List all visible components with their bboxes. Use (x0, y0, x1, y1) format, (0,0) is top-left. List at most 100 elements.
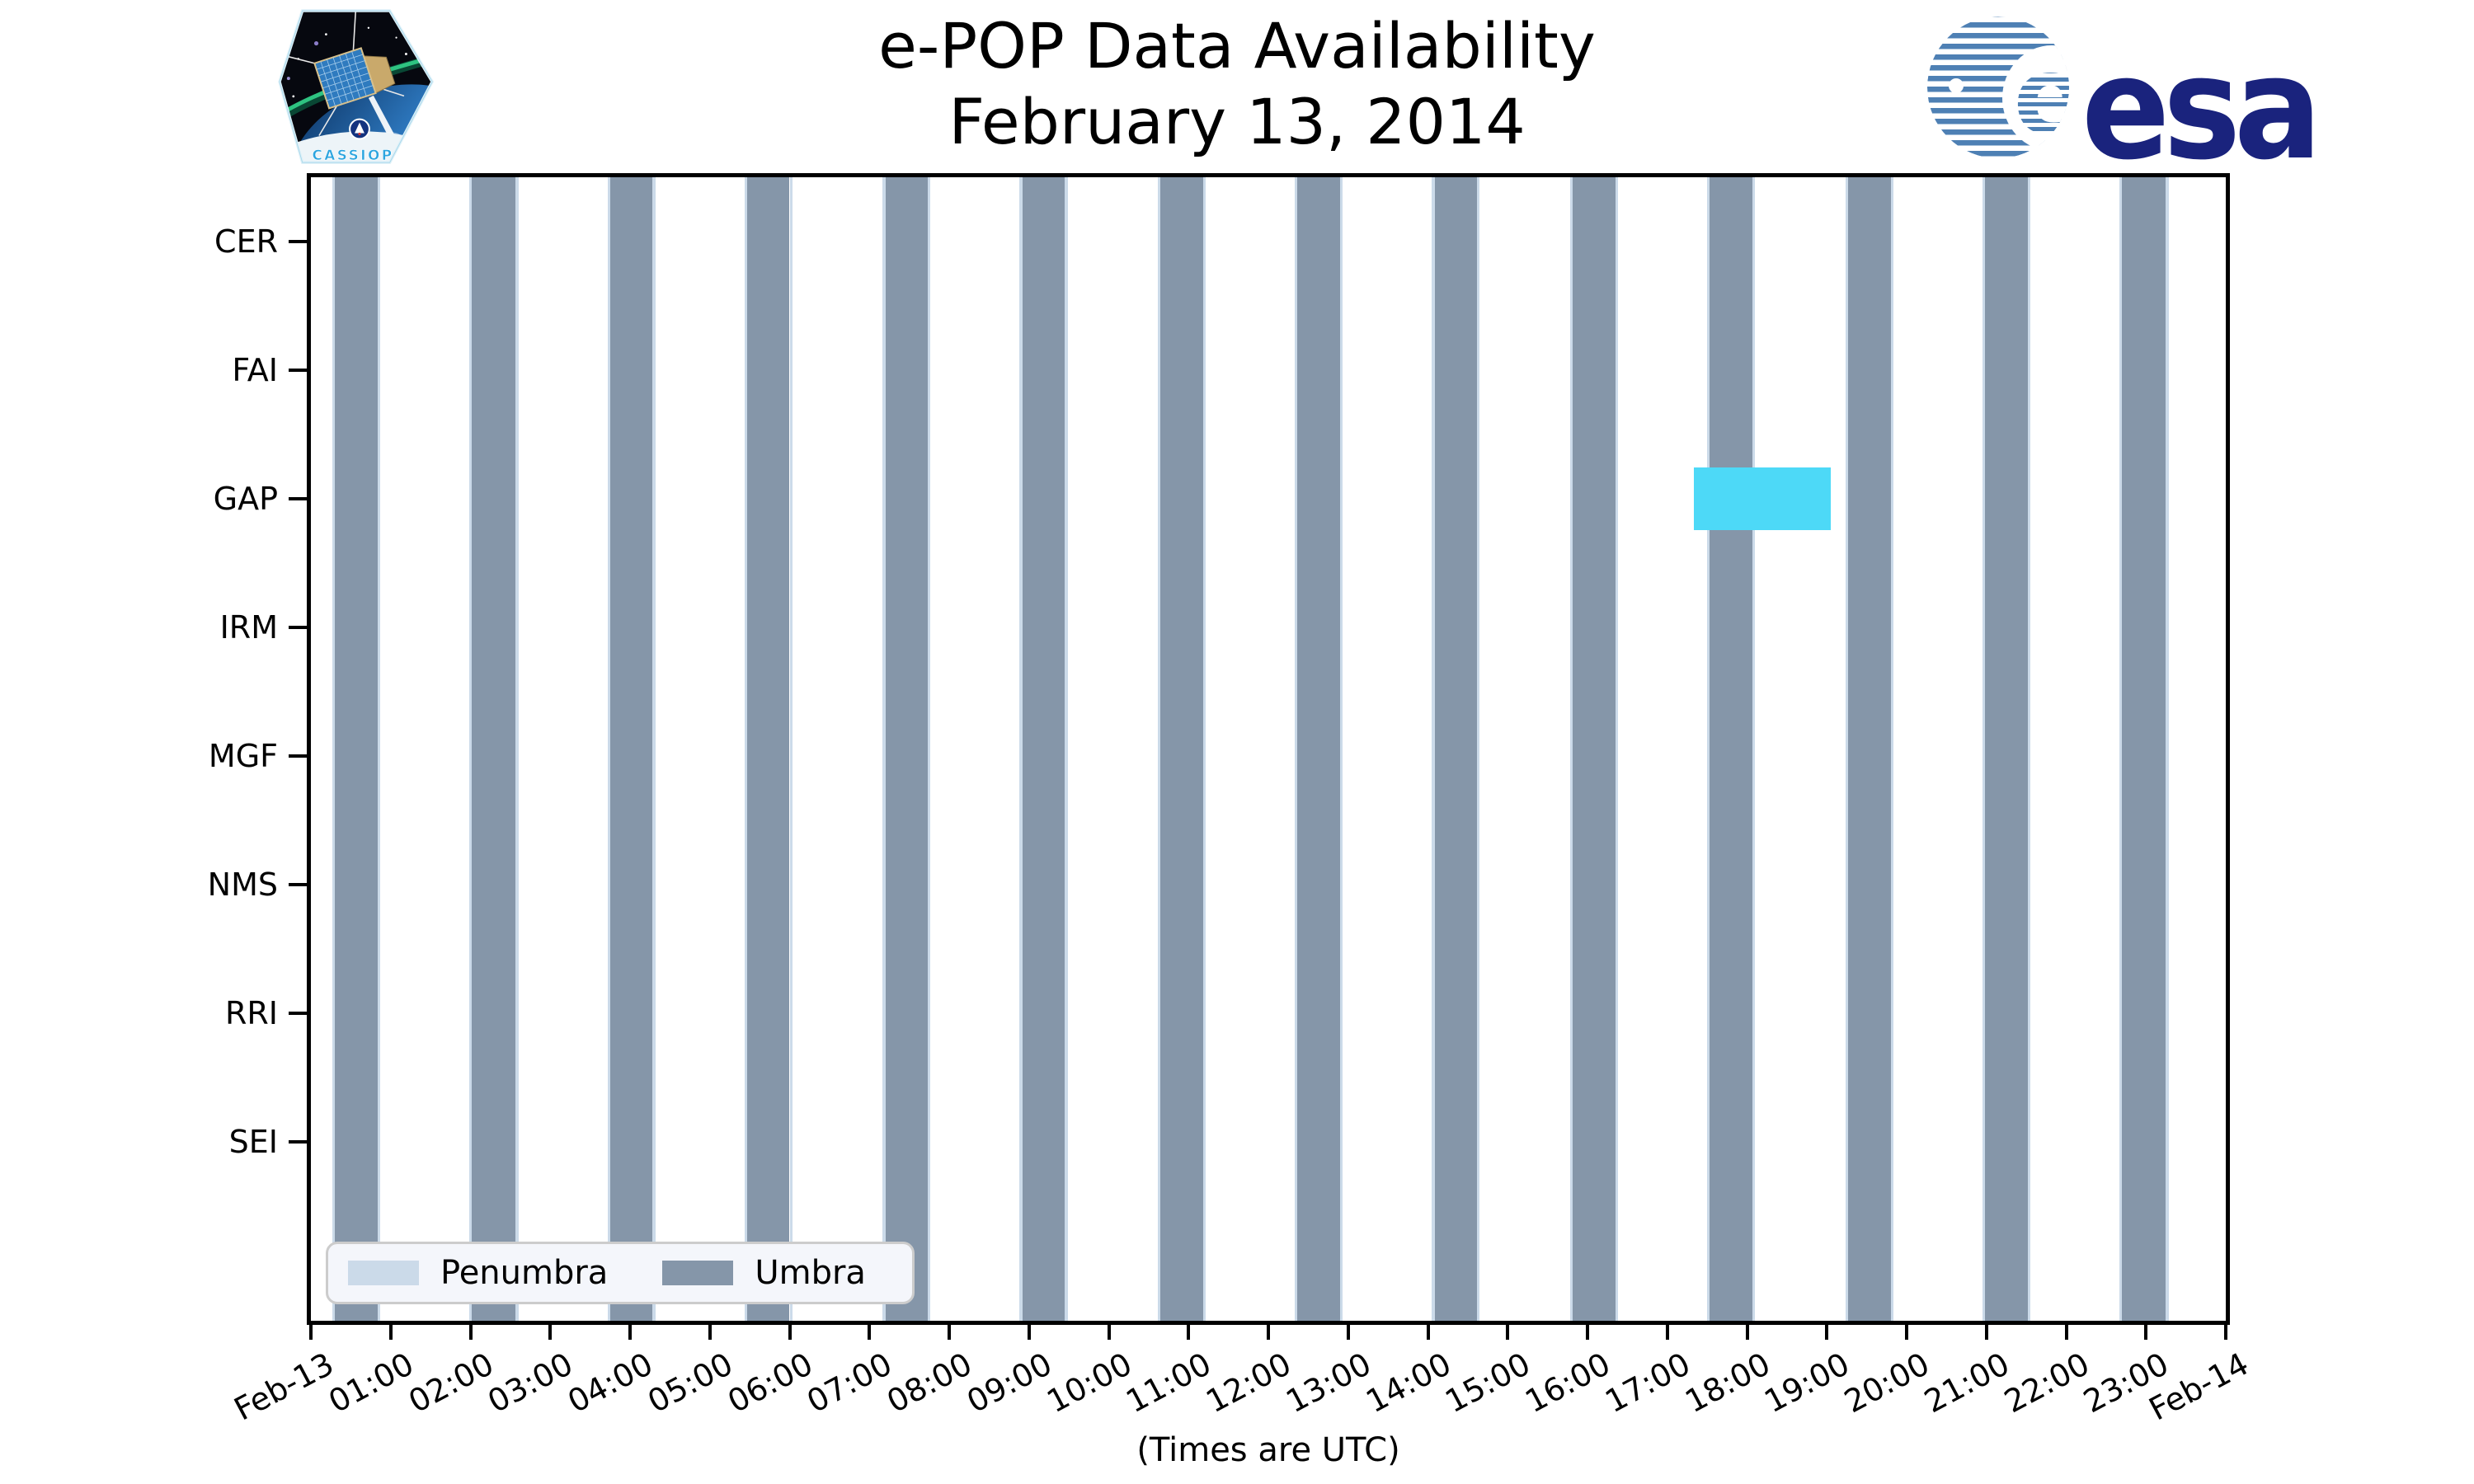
umbra-bar (1160, 177, 1203, 1321)
y-tick (289, 1140, 307, 1144)
esa-globe-icon: e (1927, 16, 2072, 160)
patch-agency-roundel (349, 118, 370, 140)
x-tick (1027, 1325, 1031, 1340)
y-tick (289, 883, 307, 886)
x-tick (1346, 1325, 1350, 1340)
plot-area: CER FAI GAP IRM MGF NMS RRI SEI Feb-13 01:00 02:00… (208, 173, 2255, 1428)
x-tick (388, 1325, 393, 1340)
y-tick (289, 369, 307, 372)
x-tick (1905, 1325, 1908, 1340)
legend-swatch-umbra (662, 1261, 734, 1285)
legend: Penumbra Umbra (326, 1242, 915, 1304)
legend-item-penumbra: Penumbra (348, 1254, 608, 1292)
y-tick-label-irm: IRM (219, 609, 278, 646)
umbra-bar (1573, 177, 1616, 1321)
legend-label-penumbra: Penumbra (440, 1254, 609, 1292)
legend-label-umbra: Umbra (755, 1254, 866, 1292)
penumbra-strip (607, 177, 610, 1321)
cassiope-patch-art: CASSIOPE (278, 9, 435, 164)
x-tick (1984, 1325, 1988, 1340)
penumbra-strip (377, 177, 380, 1321)
umbra-bar (1022, 177, 1065, 1321)
umbra-bar (1434, 177, 1478, 1321)
y-tick-label-sei: SEI (228, 1124, 278, 1160)
umbra-bar (1710, 177, 1752, 1321)
x-tick (548, 1325, 553, 1340)
x-tick (948, 1325, 951, 1340)
penumbra-strip (1845, 177, 1849, 1321)
penumbra-strip (1432, 177, 1435, 1321)
y-tick (289, 240, 307, 243)
penumbra-strip (1340, 177, 1343, 1321)
availability-bar-gap (1694, 467, 1832, 530)
x-tick (1506, 1325, 1510, 1340)
penumbra-strip (332, 177, 336, 1321)
x-tick (708, 1325, 712, 1340)
umbra-bar (472, 177, 516, 1321)
y-tick-label-mgf: MGF (208, 738, 278, 774)
x-tick (1187, 1325, 1191, 1340)
x-tick (1825, 1325, 1829, 1340)
penumbra-strip (468, 177, 473, 1321)
penumbra-strip (1615, 177, 1619, 1321)
patch-swoosh (283, 131, 433, 163)
penumbra-strip (1202, 177, 1206, 1321)
x-tick (1586, 1325, 1589, 1340)
umbra-bar (885, 177, 929, 1321)
penumbra-strip (652, 177, 656, 1321)
legend-item-umbra: Umbra (662, 1254, 866, 1292)
availability-layer (311, 177, 2226, 1321)
penumbra-strip (2027, 177, 2030, 1321)
penumbra-strip (1477, 177, 1480, 1321)
x-tick (868, 1325, 872, 1340)
x-tick (1107, 1325, 1111, 1340)
umbra-bar (2122, 177, 2166, 1321)
umbra-bar (746, 177, 790, 1321)
penumbra-strip (1295, 177, 1298, 1321)
y-tick (289, 626, 307, 629)
axis-layer: CER FAI GAP IRM MGF NMS RRI SEI Feb-13 01:00 02:00… (208, 177, 2255, 1428)
x-tick (468, 1325, 473, 1340)
x-tick (628, 1325, 632, 1340)
legend-swatch-penumbra (348, 1261, 419, 1285)
y-tick (289, 1012, 307, 1015)
patch-satellite (279, 10, 405, 136)
penumbra-strip (1707, 177, 1710, 1321)
y-tick (289, 497, 307, 500)
esa-logo: e esa (1926, 12, 2322, 180)
penumbra-strip (2119, 177, 2123, 1321)
title-block: e-POP Data Availability February 13, 201… (0, 8, 2474, 160)
patch-border-outline (279, 10, 433, 163)
page-title: e-POP Data Availability (878, 9, 1596, 82)
penumbra-strip (1752, 177, 1756, 1321)
umbra-bar (1297, 177, 1341, 1321)
svg-text:e: e (2013, 33, 2072, 160)
penumbra-strip (1158, 177, 1161, 1321)
y-tick-label-nms: NMS (207, 866, 278, 903)
x-tick (1267, 1325, 1270, 1340)
penumbra-strip (789, 177, 793, 1321)
cassiope-mission-patch: CASSIOPE (277, 7, 440, 173)
penumbra-strip (882, 177, 886, 1321)
x-tick (2224, 1325, 2227, 1340)
penumbra-strip (1982, 177, 1986, 1321)
x-axis-label: (Times are UTC) (1136, 1431, 1400, 1469)
penumbra-strip (1065, 177, 1068, 1321)
penumbra-strip (1570, 177, 1573, 1321)
y-tick (289, 754, 307, 758)
penumbra-strip (744, 177, 747, 1321)
x-tick (2144, 1325, 2148, 1340)
page-subtitle: February 13, 2014 (948, 85, 1526, 158)
x-tick (309, 1325, 313, 1340)
x-tick (1665, 1325, 1669, 1340)
x-tick (1426, 1325, 1430, 1340)
esa-wordmark: esa (2081, 26, 2322, 191)
umbra-bar (1848, 177, 1891, 1321)
x-tick (1745, 1325, 1749, 1340)
penumbra-strip (1019, 177, 1023, 1321)
penumbra-strip (515, 177, 519, 1321)
x-tick (2064, 1325, 2068, 1340)
umbra-layer (311, 177, 2226, 1321)
y-tick-label-rri: RRI (224, 995, 278, 1031)
